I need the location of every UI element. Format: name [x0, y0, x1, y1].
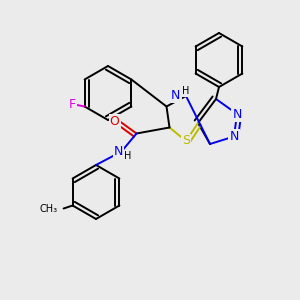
Text: N: N: [229, 130, 239, 143]
Text: N: N: [114, 145, 123, 158]
Text: S: S: [182, 134, 190, 148]
Text: H: H: [182, 86, 190, 97]
Text: N: N: [232, 107, 242, 121]
Text: O: O: [110, 115, 119, 128]
Text: N: N: [171, 89, 181, 103]
Text: H: H: [124, 151, 132, 161]
Text: F: F: [68, 98, 76, 111]
Text: CH₃: CH₃: [40, 203, 58, 214]
